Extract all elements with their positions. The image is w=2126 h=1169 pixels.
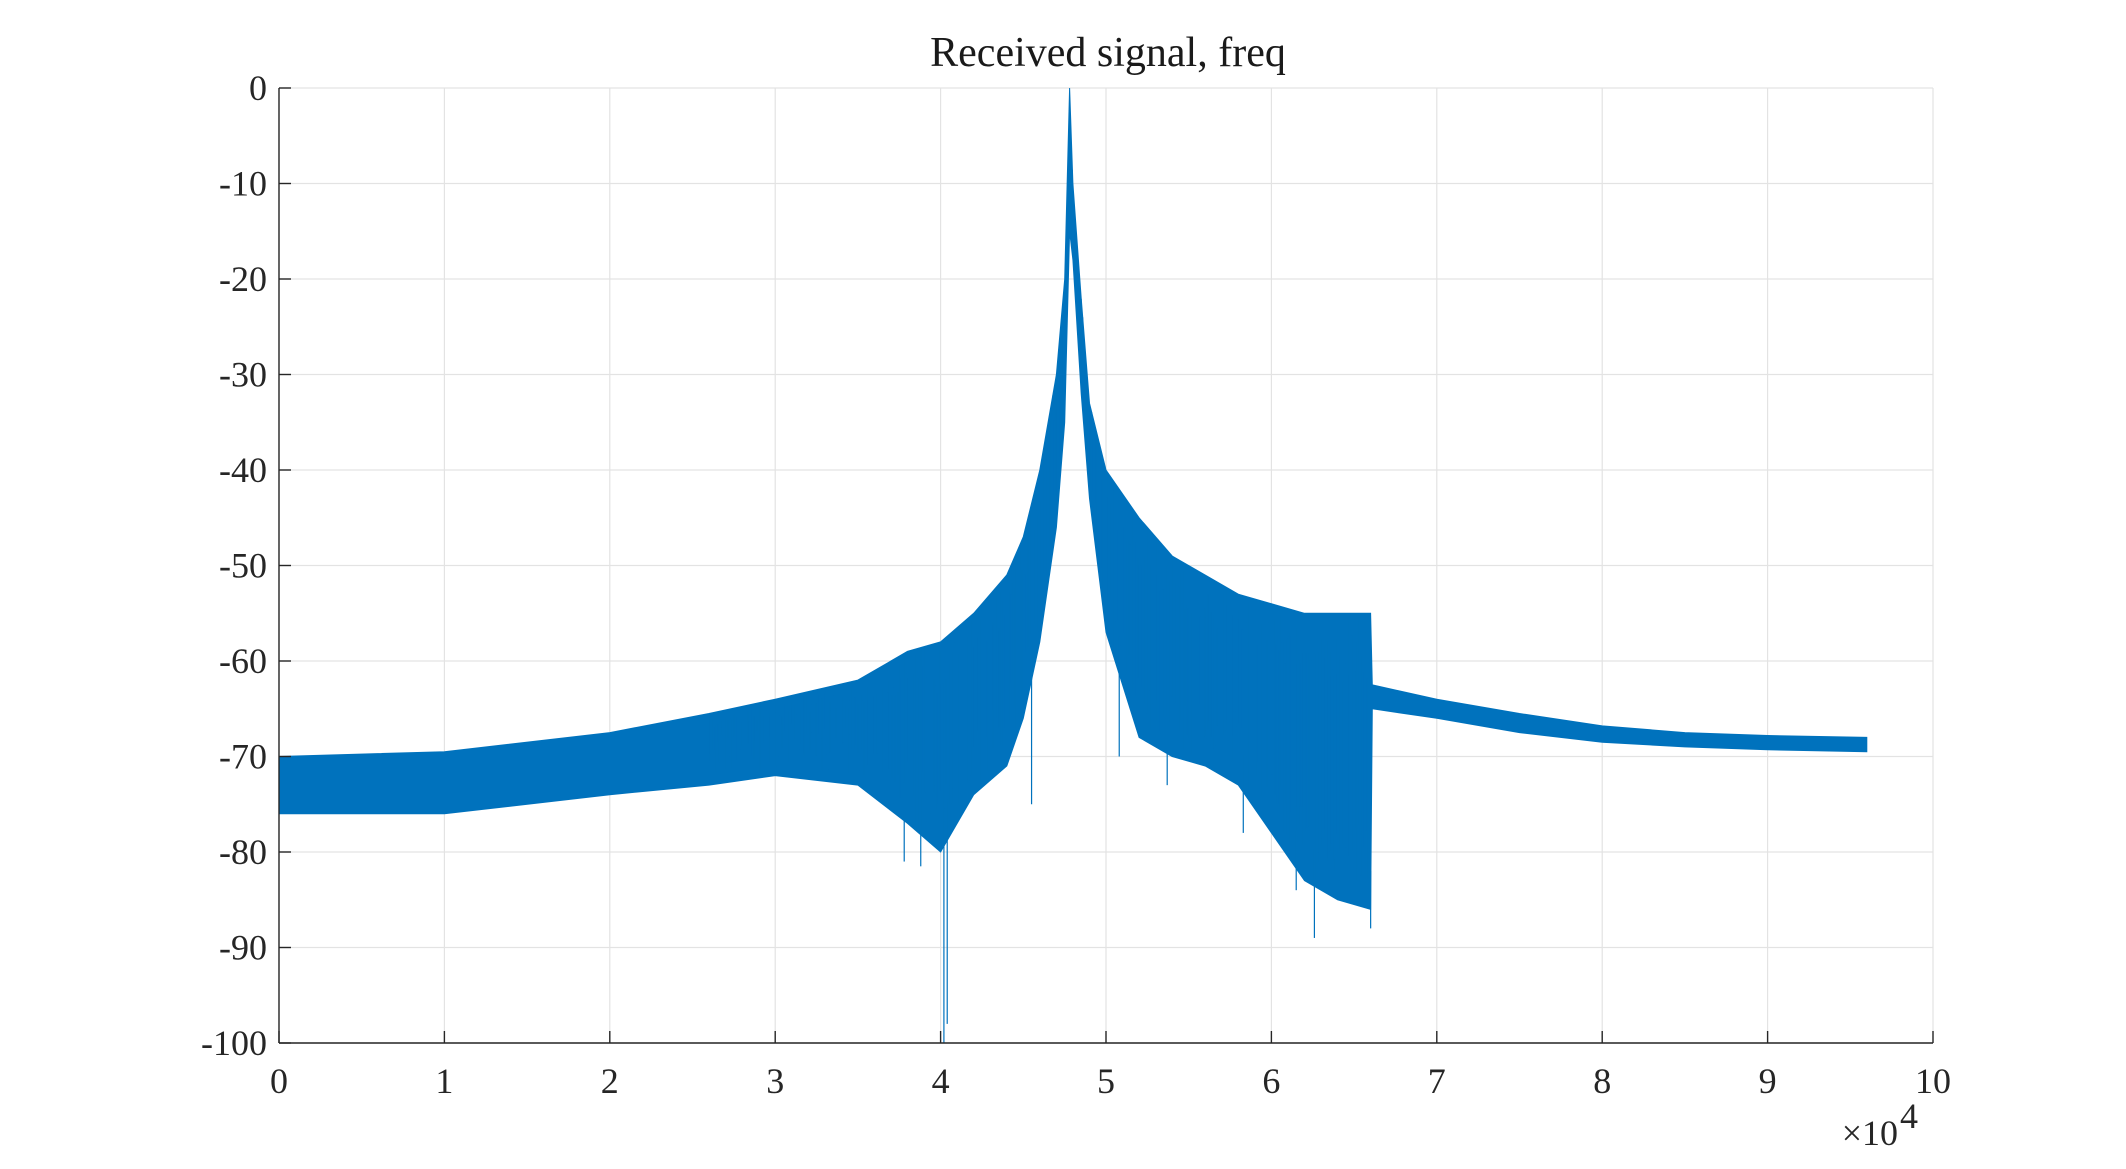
signal-band xyxy=(278,87,1868,910)
x-tick-label: 3 xyxy=(766,1061,784,1101)
y-tick-label: -70 xyxy=(219,737,267,777)
x-tick-label: 2 xyxy=(601,1061,619,1101)
y-tick-label: -90 xyxy=(219,928,267,968)
y-tick-label: -30 xyxy=(219,355,267,395)
x-tick-label: 10 xyxy=(1915,1061,1951,1101)
x-axis-exponent-base: ×10 xyxy=(1842,1113,1898,1153)
x-tick-label: 6 xyxy=(1262,1061,1280,1101)
y-tick-label: -20 xyxy=(219,259,267,299)
y-tick-label: -10 xyxy=(219,164,267,204)
y-tick-label: -50 xyxy=(219,546,267,586)
axes xyxy=(278,87,1934,1044)
x-tick-label: 7 xyxy=(1428,1061,1446,1101)
x-axis-exponent: ×10 xyxy=(1842,1113,1898,1153)
x-axis-exponent-power: 4 xyxy=(1900,1096,1918,1136)
y-tick-label: -60 xyxy=(219,641,267,681)
x-tick-label: 4 xyxy=(932,1061,950,1101)
y-tick-label: -40 xyxy=(219,450,267,490)
y-tick-label: -100 xyxy=(201,1023,267,1063)
data-series xyxy=(278,87,1868,1043)
x-tick-label: 5 xyxy=(1097,1061,1115,1101)
x-tick-label: 1 xyxy=(435,1061,453,1101)
x-tick-label: 8 xyxy=(1593,1061,1611,1101)
x-tick-label: 9 xyxy=(1759,1061,1777,1101)
tick-labels: 0 1 2 3 4 5 6 7 8 9 10 0 -10 -20 -30 -40 -50 -60 -70 -80 -90… xyxy=(201,68,1951,1101)
y-tick-label: 0 xyxy=(249,68,267,108)
y-tick-label: -80 xyxy=(219,832,267,872)
chart-title: Received signal, freq xyxy=(930,30,1286,76)
x-tick-label: 0 xyxy=(270,1061,288,1101)
